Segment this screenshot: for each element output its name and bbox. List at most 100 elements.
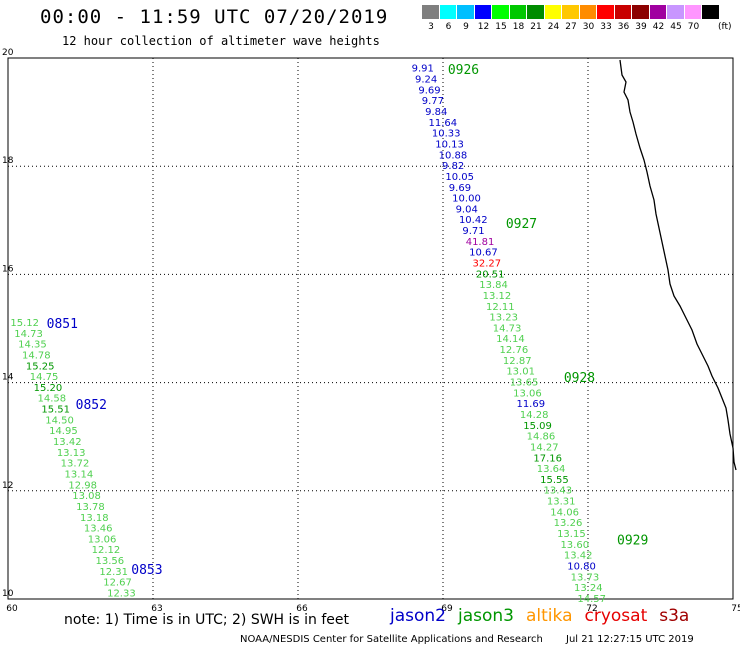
y-tick-label: 12 [2, 481, 13, 491]
wave-height-point: 12.11 [486, 302, 515, 313]
plot-frame [7, 57, 734, 600]
colorbar-swatch [492, 5, 510, 19]
colorbar-label: 3 [428, 22, 434, 32]
wave-height-point: 13.64 [537, 464, 566, 475]
legend-entry: jason2 [390, 606, 446, 626]
wave-height-point: 17.16 [533, 453, 562, 464]
pass-time-label: 0928 [564, 371, 595, 386]
wave-height-point: 12.67 [103, 578, 132, 589]
wave-height-point: 14.06 [550, 507, 579, 518]
colorbar-swatch [649, 5, 667, 19]
pass-time-label: 0853 [131, 563, 162, 578]
wave-height-point: 13.13 [57, 448, 86, 459]
wave-height-point: 13.26 [554, 518, 583, 529]
y-tick-label: 20 [2, 48, 14, 58]
wave-height-point: 14.75 [30, 372, 59, 383]
wave-height-point: 13.84 [479, 280, 508, 291]
wave-height-point: 10.13 [435, 139, 464, 150]
wave-height-point: 13.60 [560, 540, 589, 551]
wave-height-point: 15.12 [10, 318, 39, 329]
wave-height-point: 9.69 [418, 85, 440, 96]
wave-height-point: 14.50 [45, 415, 74, 426]
colorbar-label: 42 [652, 22, 665, 32]
wave-height-point: 15.20 [34, 383, 63, 394]
pass-time-label: 0929 [617, 533, 648, 548]
y-tick-label: 18 [2, 156, 14, 166]
wave-height-point: 13.65 [510, 378, 539, 389]
wave-height-point: 13.12 [483, 291, 512, 302]
wave-height-point: 13.06 [513, 388, 542, 399]
wave-height-point: 12.98 [68, 480, 97, 491]
colorbar-label: 18 [512, 22, 525, 32]
wave-height-point: 13.23 [489, 313, 518, 324]
wave-height-point: 14.73 [493, 323, 522, 334]
colorbar-swatch [667, 5, 685, 19]
chart-subtitle: 12 hour collection of altimeter wave hei… [62, 34, 380, 48]
wave-height-point: 12.31 [99, 567, 128, 578]
x-tick-label: 75 [731, 604, 740, 614]
wave-height-point: 13.56 [95, 556, 124, 567]
x-tick-label: 66 [296, 604, 308, 614]
colorbar-label: 6 [445, 22, 452, 32]
legend-entry: s3a [659, 606, 690, 626]
wave-height-point: 10.80 [567, 561, 596, 572]
colorbar-swatch [474, 5, 492, 19]
wave-height-point: 13.46 [84, 524, 113, 535]
wave-height-point: 15.51 [41, 405, 70, 416]
wave-height-point: 10.00 [452, 194, 481, 205]
colorbar-label: 33 [600, 22, 612, 32]
chart-title: 00:00 - 11:59 UTC 07/20/2019 [40, 6, 389, 28]
colorbar-label: 36 [617, 22, 630, 32]
colorbar-swatch [614, 5, 632, 19]
legend-entry: jason3 [458, 606, 514, 626]
colorbar-swatch [579, 5, 597, 19]
wave-height-point: 32.27 [472, 258, 501, 269]
wave-height-point: 15.55 [540, 475, 569, 486]
colorbar-label: 24 [547, 22, 560, 32]
colorbar-label: 39 [635, 22, 647, 32]
wave-height-point: 14.35 [18, 340, 47, 351]
colorbar-swatch [562, 5, 580, 19]
wave-height-point: 9.24 [415, 75, 437, 86]
wave-height-point: 10.88 [439, 150, 468, 161]
units-note: note: 1) Time is in UTC; 2) SWH is in fe… [64, 612, 350, 628]
wave-height-point: 13.43 [544, 486, 573, 497]
wave-height-point: 15.09 [523, 421, 552, 432]
colorbar-swatch [527, 5, 545, 19]
wave-height-point: 12.33 [107, 589, 136, 600]
wave-height-point: 13.72 [61, 459, 90, 470]
legend-entry: altika [526, 606, 573, 626]
x-tick-label: 60 [6, 604, 18, 614]
colorbar-label: 21 [530, 22, 542, 32]
colorbar-label: 27 [565, 22, 577, 32]
wave-height-point: 11.69 [516, 399, 545, 410]
colorbar-unit: (ft) [718, 22, 732, 32]
pass-time-label: 0927 [506, 217, 537, 232]
wave-height-point: 10.05 [445, 172, 474, 183]
wave-height-point: 13.73 [571, 572, 600, 583]
colorbar-label: 12 [477, 22, 490, 32]
wave-height-point: 13.78 [76, 502, 105, 513]
credit-line: NOAA/NESDIS Center for Satellite Applica… [240, 634, 543, 645]
wave-height-point: 15.25 [26, 361, 55, 372]
wave-height-point: 9.04 [456, 204, 478, 215]
wave-height-point: 9.71 [462, 226, 484, 237]
colorbar-label: 45 [670, 22, 682, 32]
wave-height-point: 14.73 [14, 329, 43, 340]
satellite-legend: jason2 jason3 altika cryosat s3a [390, 606, 701, 626]
x-tick-label: 72 [586, 604, 597, 614]
pass-time-label: 0852 [76, 398, 107, 413]
wave-height-point: 13.24 [574, 583, 603, 594]
legend-entry: cryosat [584, 606, 648, 626]
y-tick-label: 10 [2, 589, 14, 599]
colorbar-swatch [422, 5, 440, 19]
wave-height-point: 13.14 [65, 469, 94, 480]
wave-height-point: 9.77 [422, 96, 444, 107]
wave-height-point: 10.33 [432, 129, 461, 140]
pass-time-label: 0926 [448, 63, 479, 78]
wave-height-point: 13.15 [557, 529, 586, 540]
wave-height-point: 14.27 [530, 442, 559, 453]
x-tick-label: 63 [151, 604, 162, 614]
wave-height-point: 14.28 [520, 410, 549, 421]
wave-height-point: 12.12 [92, 545, 121, 556]
